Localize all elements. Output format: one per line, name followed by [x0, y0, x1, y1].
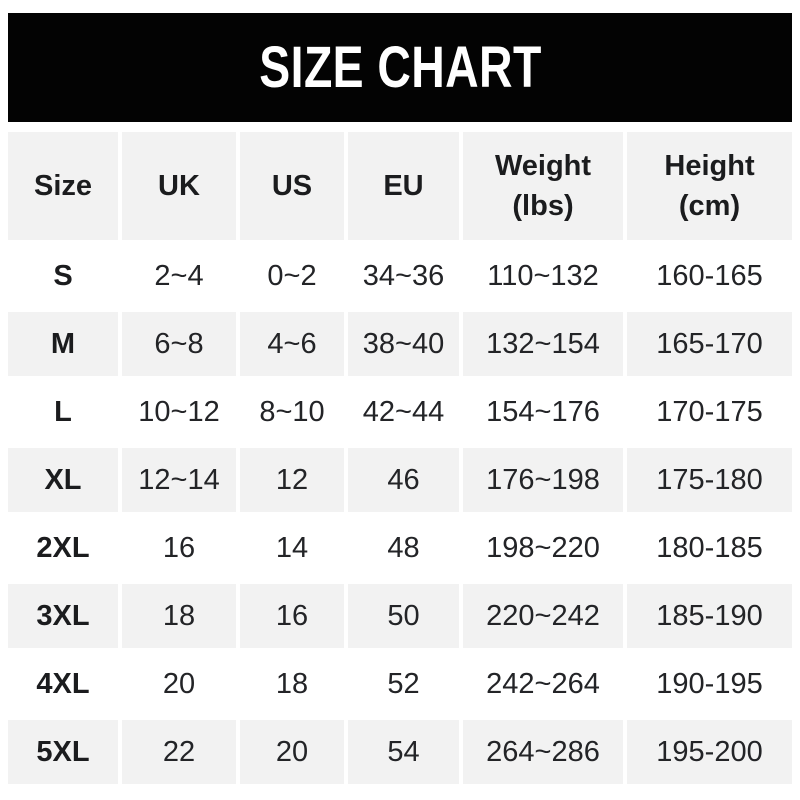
row-2xl: 2XL 16 14 48 198~220 180-185 [8, 516, 792, 580]
cell-height: 165-170 [627, 312, 792, 376]
cell-us: 18 [240, 652, 344, 716]
cell-height: 170-175 [627, 380, 792, 444]
cell-size: 4XL [8, 652, 118, 716]
header-cell-size: Size [8, 132, 118, 240]
header-cell-height: Height (cm) [627, 132, 792, 240]
cell-uk: 2~4 [122, 244, 236, 308]
cell-weight: 220~242 [463, 584, 623, 648]
cell-size: L [8, 380, 118, 444]
row-4xl: 4XL 20 18 52 242~264 190-195 [8, 652, 792, 716]
cell-height: 190-195 [627, 652, 792, 716]
row-m: M 6~8 4~6 38~40 132~154 165-170 [8, 312, 792, 376]
banner-title: SIZE CHART [258, 35, 542, 100]
header-cell-eu: EU [348, 132, 459, 240]
row-s: S 2~4 0~2 34~36 110~132 160-165 [8, 244, 792, 308]
size-chart-banner: SIZE CHART [8, 13, 792, 122]
cell-us: 16 [240, 584, 344, 648]
cell-height: 180-185 [627, 516, 792, 580]
cell-us: 20 [240, 720, 344, 784]
cell-eu: 48 [348, 516, 459, 580]
header-cell-weight: Weight (lbs) [463, 132, 623, 240]
cell-weight: 198~220 [463, 516, 623, 580]
cell-us: 14 [240, 516, 344, 580]
row-3xl: 3XL 18 16 50 220~242 185-190 [8, 584, 792, 648]
cell-us: 0~2 [240, 244, 344, 308]
cell-eu: 46 [348, 448, 459, 512]
cell-weight: 176~198 [463, 448, 623, 512]
cell-height: 175-180 [627, 448, 792, 512]
cell-eu: 54 [348, 720, 459, 784]
cell-height: 185-190 [627, 584, 792, 648]
cell-uk: 16 [122, 516, 236, 580]
cell-uk: 22 [122, 720, 236, 784]
cell-size: 3XL [8, 584, 118, 648]
header-cell-us: US [240, 132, 344, 240]
cell-eu: 50 [348, 584, 459, 648]
cell-uk: 10~12 [122, 380, 236, 444]
row-l: L 10~12 8~10 42~44 154~176 170-175 [8, 380, 792, 444]
cell-eu: 38~40 [348, 312, 459, 376]
cell-uk: 6~8 [122, 312, 236, 376]
cell-weight: 132~154 [463, 312, 623, 376]
row-5xl: 5XL 22 20 54 264~286 195-200 [8, 720, 792, 784]
cell-uk: 20 [122, 652, 236, 716]
cell-weight: 242~264 [463, 652, 623, 716]
cell-us: 4~6 [240, 312, 344, 376]
cell-weight: 110~132 [463, 244, 623, 308]
cell-size: M [8, 312, 118, 376]
cell-eu: 52 [348, 652, 459, 716]
cell-eu: 34~36 [348, 244, 459, 308]
cell-uk: 18 [122, 584, 236, 648]
cell-size: S [8, 244, 118, 308]
cell-weight: 154~176 [463, 380, 623, 444]
header-row: Size UK US EU Weight (lbs) Height (cm) [8, 132, 792, 240]
cell-us: 8~10 [240, 380, 344, 444]
cell-us: 12 [240, 448, 344, 512]
cell-size: XL [8, 448, 118, 512]
cell-eu: 42~44 [348, 380, 459, 444]
cell-height: 195-200 [627, 720, 792, 784]
cell-size: 2XL [8, 516, 118, 580]
row-xl: XL 12~14 12 46 176~198 175-180 [8, 448, 792, 512]
cell-weight: 264~286 [463, 720, 623, 784]
cell-uk: 12~14 [122, 448, 236, 512]
cell-height: 160-165 [627, 244, 792, 308]
header-cell-uk: UK [122, 132, 236, 240]
size-chart-table: Size UK US EU Weight (lbs) Height (cm) S… [4, 128, 796, 788]
cell-size: 5XL [8, 720, 118, 784]
